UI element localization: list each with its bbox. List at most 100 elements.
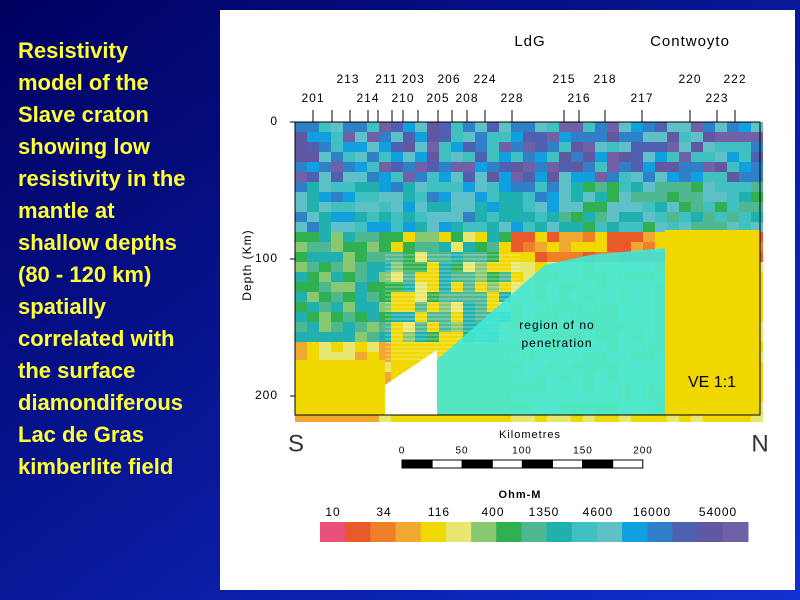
caption-line: Lac de Gras [18,422,144,447]
cell [379,172,391,182]
cell [751,162,763,172]
cell [355,142,367,152]
cell [583,192,595,202]
cell [571,162,583,172]
cell [751,172,763,182]
cell [379,332,391,342]
cell [487,212,499,222]
cell [391,162,403,172]
station-label: 220 [678,72,701,86]
cell [463,152,475,162]
cell [343,162,355,172]
cell [655,142,667,152]
cell [319,292,331,302]
cell [607,142,619,152]
cell [523,172,535,182]
cell [727,162,739,172]
caption-line: model of the [18,70,149,95]
cell [451,412,463,422]
cell [583,122,595,132]
cell [403,242,415,252]
legend-label: 4600 [583,505,614,519]
cell [403,122,415,132]
cell [463,212,475,222]
cell [715,122,727,132]
cell [703,162,715,172]
cell [475,202,487,212]
cell [331,272,343,282]
cell [631,412,643,422]
cell [427,252,439,262]
cell [379,212,391,222]
cell [331,242,343,252]
cell [379,222,391,232]
cell [559,182,571,192]
cell [343,192,355,202]
cell [703,192,715,202]
cell [379,142,391,152]
cell [367,122,379,132]
cell [427,202,439,212]
cell [643,242,655,252]
cell [607,232,619,242]
cell [367,282,379,292]
cell [307,322,319,332]
station-label: 217 [630,91,653,105]
cell [463,272,475,282]
cell [655,232,667,242]
cell [331,152,343,162]
cell [727,202,739,212]
cell [391,212,403,222]
cell [295,292,307,302]
cell [667,142,679,152]
cell [559,152,571,162]
cell [379,232,391,242]
cell [391,332,403,342]
cell [535,212,547,222]
cell [319,252,331,262]
cell [367,342,379,352]
cell [319,132,331,142]
cell [355,322,367,332]
cell [415,202,427,212]
legend-swatch [471,522,497,542]
cell [571,152,583,162]
cell [307,282,319,292]
cell [559,222,571,232]
cell [463,202,475,212]
cell [559,252,571,262]
cell [439,242,451,252]
cell [319,222,331,232]
cell [319,262,331,272]
cell [343,332,355,342]
cell [559,132,571,142]
cell [415,292,427,302]
cell [367,272,379,282]
cell [307,312,319,322]
caption-line: shallow depths [18,230,177,255]
caption-line: resistivity in the [18,166,186,191]
cell [475,272,487,282]
cell [559,242,571,252]
cell [679,142,691,152]
cell [679,122,691,132]
cell [535,262,547,272]
cell [439,202,451,212]
cell [391,142,403,152]
cell [415,152,427,162]
cell [667,162,679,172]
cell [439,182,451,192]
cell [403,292,415,302]
caption-line: showing low [18,134,151,159]
cell [463,312,475,322]
cell [499,122,511,132]
cell [751,142,763,152]
cell [307,342,319,352]
cell [319,182,331,192]
cell [295,252,307,262]
legend-label: 10 [325,505,340,519]
cell [463,162,475,172]
cell [511,252,523,262]
cell [319,312,331,322]
cell [631,232,643,242]
